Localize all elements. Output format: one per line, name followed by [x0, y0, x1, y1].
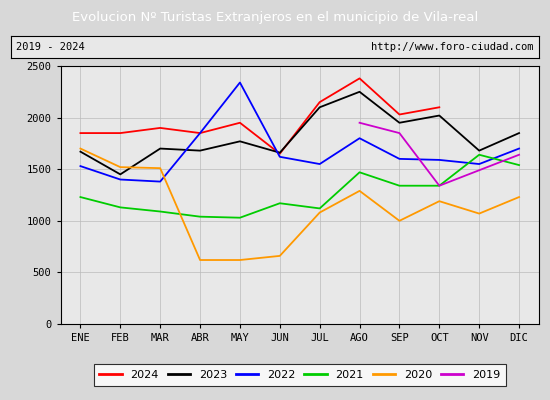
- Text: Evolucion Nº Turistas Extranjeros en el municipio de Vila-real: Evolucion Nº Turistas Extranjeros en el …: [72, 10, 478, 24]
- Text: http://www.foro-ciudad.com: http://www.foro-ciudad.com: [371, 42, 534, 52]
- Text: 2019 - 2024: 2019 - 2024: [16, 42, 85, 52]
- Legend: 2024, 2023, 2022, 2021, 2020, 2019: 2024, 2023, 2022, 2021, 2020, 2019: [94, 364, 506, 386]
